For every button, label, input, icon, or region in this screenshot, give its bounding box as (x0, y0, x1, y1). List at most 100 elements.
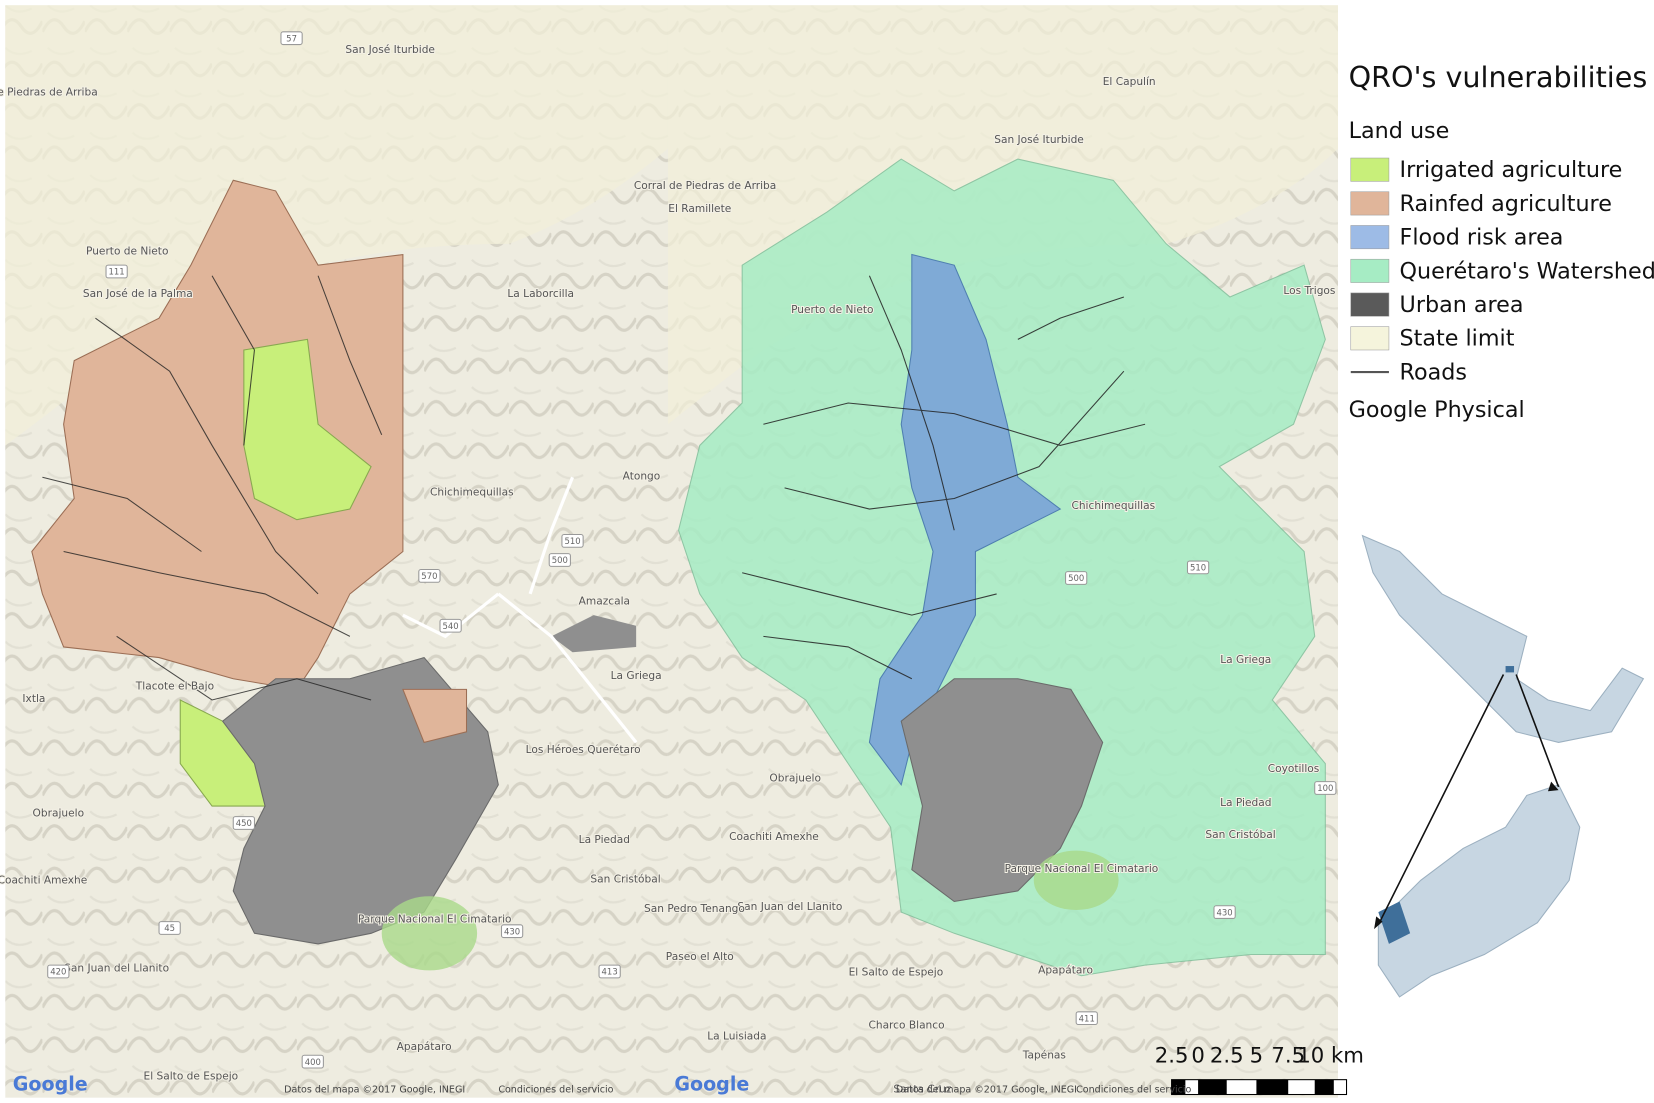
road-shield (47, 964, 70, 979)
scale-bar: 2.5 0 2.5 5 7.510 km (1155, 1043, 1364, 1096)
road-number: 500 (552, 555, 568, 565)
legend-swatch (1350, 258, 1390, 283)
place-label: La Piedad (579, 834, 630, 846)
map-terms: Condiciones del servicio (1076, 1084, 1191, 1095)
road-shield (439, 618, 462, 633)
place-label: Apapátaro (1038, 965, 1093, 977)
legend-swatch (1350, 292, 1390, 317)
left-map (5, 5, 668, 1098)
map-attribution: Datos del mapa ©2017 Google, INEGI (896, 1084, 1077, 1095)
legend-title: QRO's vulnerabilities (1349, 60, 1648, 94)
place-label: La Laborcilla (507, 288, 574, 300)
road-shield (105, 264, 128, 279)
legend-swatch (1350, 157, 1390, 182)
place-label: Coachiti Amexhe (0, 874, 87, 886)
road-number: 540 (443, 621, 459, 631)
legend-swatch (1350, 326, 1390, 351)
road-number: 430 (1217, 907, 1233, 917)
road-shield (1314, 781, 1337, 795)
road-shield (280, 31, 303, 46)
road-number: 57 (286, 33, 297, 43)
road-shield (301, 1054, 324, 1069)
place-label: Paseo el Alto (666, 951, 734, 963)
map-attribution: Datos del mapa ©2017 Google, INEGI (284, 1084, 465, 1095)
legend-label: Flood risk area (1400, 225, 1564, 251)
place-label: El Capulín (1103, 76, 1156, 88)
road-number: 450 (236, 818, 252, 828)
road-number: 413 (602, 967, 618, 977)
road-shield (1213, 905, 1236, 919)
legend-label: Urban area (1400, 292, 1524, 318)
legend-swatch (1350, 191, 1390, 216)
place-label: San Pedro Tenango (644, 903, 745, 915)
scale-label: 5 (1250, 1043, 1263, 1068)
place-label: Tlacote el Bajo (135, 680, 214, 692)
place-label: San Juan del Llanito (64, 962, 169, 974)
road-number: 111 (109, 267, 125, 277)
legend-label: Querétaro's Watershed (1400, 258, 1654, 284)
place-label: San José de la Palma (83, 288, 193, 300)
place-label: San Juan del Llanito (737, 901, 842, 913)
scale-label: 10 km (1297, 1043, 1364, 1068)
place-label: Apapátaro (397, 1041, 452, 1053)
legend-label: State limit (1400, 326, 1515, 352)
labels: San José Iturbide Corral de Piedras de Ar… (0, 31, 1654, 1096)
place-label: Ixtla (22, 693, 45, 705)
road-shield (232, 816, 255, 830)
legend-group: Land use (1349, 118, 1450, 144)
place-label: Chichimequillas (1071, 500, 1155, 512)
road-number: 420 (50, 967, 66, 977)
place-label: Los Héroes Querétaro (526, 744, 641, 756)
legend-label: Roads (1400, 359, 1467, 385)
place-label: Santa Cruz (893, 1083, 951, 1095)
place-label: Corral de Piedras de Arriba (0, 86, 98, 98)
place-label: El Salto de Espejo (144, 1071, 239, 1083)
scale-label: 2.5 (1210, 1043, 1244, 1068)
legend-label: Irrigated agriculture (1400, 157, 1623, 183)
place-label: La Griega (611, 670, 662, 682)
place-label: La Piedad (1220, 797, 1271, 809)
road-shield (1186, 560, 1210, 575)
place-label: San José Iturbide (345, 44, 435, 56)
road-number: 500 (1068, 573, 1084, 583)
place-label: Puerto de Nieto (86, 246, 168, 258)
legend-swatch (1350, 225, 1390, 250)
place-label: El Ramillete (668, 203, 731, 215)
place-label: Parque Nacional El Cimatario (1005, 863, 1159, 875)
right-map (667, 5, 1339, 1098)
place-label: Corral de Piedras de Arriba (634, 180, 776, 192)
place-label: Tapénas (1022, 1049, 1066, 1061)
place-label: Atongo (623, 470, 661, 482)
place-label: Los Trigos (1283, 285, 1335, 297)
road-shield (418, 568, 441, 583)
scale-label: 7.5 (1271, 1043, 1305, 1068)
place-label: San Cristóbal (590, 873, 660, 885)
scale-segment (1198, 1079, 1227, 1095)
scale-label: 0 (1191, 1043, 1204, 1068)
map-terms: Condiciones del servicio (498, 1084, 613, 1095)
place-label: El Salto de Espejo (849, 967, 944, 979)
place-label: San Cristóbal (1205, 829, 1275, 841)
inset-map (1361, 534, 1645, 998)
road-number: 570 (421, 571, 437, 581)
place-label: Coachiti Amexhe (729, 831, 819, 843)
scale-label: 2.5 (1155, 1043, 1189, 1068)
road-number: 411 (1079, 1013, 1095, 1023)
place-label: Coyotillos (1268, 763, 1320, 775)
place-label: Amazcala (579, 596, 630, 608)
place-label: La Luisiada (707, 1030, 766, 1042)
road-number: 45 (164, 923, 175, 933)
place-label: La Griega (1220, 654, 1271, 666)
scale-segment (1314, 1079, 1334, 1095)
road-number: 510 (564, 536, 580, 546)
road-shield (598, 964, 621, 979)
place-label: Puerto de Nieto (791, 304, 873, 316)
road-number: 430 (504, 926, 520, 936)
road-shield (500, 924, 524, 939)
road-shield (158, 921, 181, 935)
scale-segment (1256, 1079, 1289, 1095)
place-label: Charco Blanco (868, 1020, 944, 1032)
scale-segment (1171, 1079, 1186, 1095)
place-label: San José Iturbide (994, 134, 1084, 146)
